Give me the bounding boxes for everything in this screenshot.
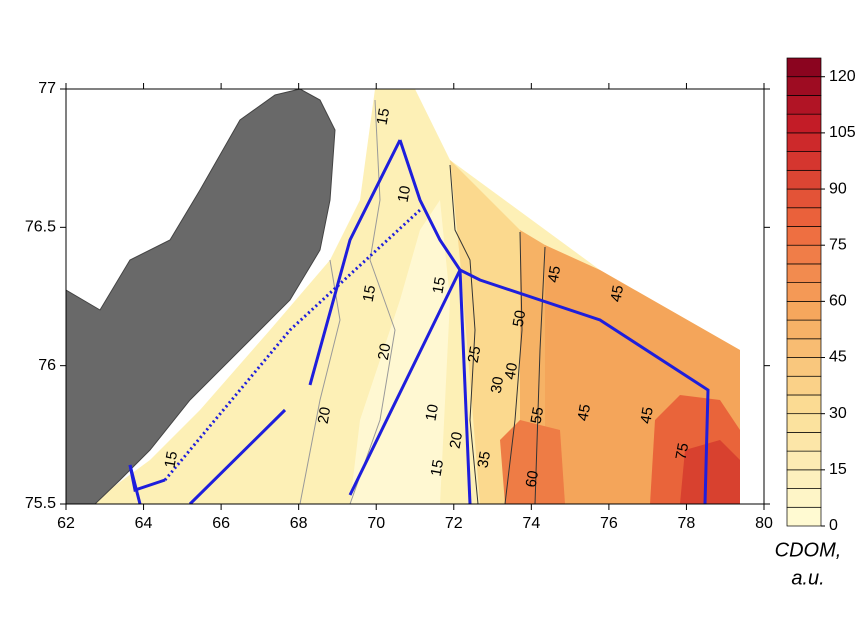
colorbar-band — [786, 413, 822, 433]
contour-label: 25 — [465, 345, 485, 364]
y-tick-label: 76.5 — [25, 219, 56, 236]
colorbar-band — [786, 506, 822, 527]
colorbar-band — [786, 95, 822, 115]
colorbar-band — [786, 188, 822, 209]
colorbar-band — [786, 132, 822, 152]
colorbar-band — [786, 226, 822, 246]
field — [450, 160, 520, 504]
colorbar-band — [786, 469, 822, 489]
colorbar-band — [786, 263, 822, 283]
contour-label: 15 — [428, 458, 448, 477]
contour-label: 40 — [502, 361, 522, 380]
colorbar-band — [786, 151, 822, 171]
contour-label: 20 — [447, 431, 467, 450]
contour-label: 15 — [429, 276, 449, 295]
contour-label: 35 — [474, 450, 494, 469]
y-tick-label: 76 — [38, 357, 56, 374]
contour-label: 15 — [162, 450, 182, 469]
colorbar-band — [786, 338, 822, 358]
ship-track — [128, 139, 710, 504]
contour-label: 15 — [374, 107, 394, 126]
contour-label: 10 — [395, 184, 415, 203]
land — [66, 89, 336, 504]
contour-label: 30 — [488, 375, 508, 394]
field — [500, 420, 565, 504]
colorbar-band — [786, 244, 822, 265]
x-tick-label: 68 — [290, 515, 308, 532]
plot-frame — [65, 88, 765, 505]
contour-label: 45 — [607, 284, 627, 303]
field — [350, 200, 450, 504]
colorbar-band — [786, 432, 822, 452]
x-tick-label: 70 — [367, 515, 385, 532]
contour-label: 20 — [315, 406, 335, 425]
contour-label: 10 — [422, 403, 442, 422]
y-tick-label: 75.5 — [25, 495, 56, 512]
colorbar-band — [786, 301, 822, 321]
colorbar-tick-label: 120 — [829, 68, 856, 85]
contour-label: 20 — [375, 342, 395, 361]
x-tick-label: 74 — [522, 515, 540, 532]
contour-label: 15 — [360, 284, 380, 303]
x-tick-label: 66 — [212, 515, 230, 532]
colorbar-band — [786, 488, 822, 508]
contour-label: 75 — [673, 442, 693, 461]
contour-label: 45 — [637, 406, 657, 425]
colorbar-band — [786, 169, 822, 190]
contour-label: 45 — [575, 403, 595, 422]
colorbar-band — [786, 357, 822, 377]
colorbar-tick-label: 0 — [829, 517, 838, 534]
colorbar-band — [786, 207, 822, 227]
colorbar-tick-label: 45 — [829, 349, 847, 366]
field — [680, 440, 740, 504]
colorbar-tick-label: 60 — [829, 293, 847, 310]
colorbar-tick-label: 90 — [829, 180, 847, 197]
map-field — [66, 89, 740, 504]
contour-label: 55 — [528, 406, 548, 425]
colorbar-tick-label: 15 — [829, 461, 847, 478]
x-tick-label: 64 — [135, 515, 153, 532]
colorbar-band — [786, 394, 822, 415]
x-tick-label: 80 — [755, 515, 773, 532]
x-tick-label: 78 — [678, 515, 696, 532]
colorbar-label: CDOM, — [775, 539, 842, 561]
contour-label: 60 — [523, 469, 543, 488]
x-tick-label: 62 — [57, 515, 75, 532]
y-tick-label: 77 — [38, 80, 56, 97]
x-tick-label: 72 — [445, 515, 463, 532]
colorbar-tick-label: 75 — [829, 236, 847, 253]
colorbar-band — [786, 375, 822, 396]
contour-label: 45 — [545, 265, 565, 284]
colorbar-band — [786, 282, 822, 302]
colorbar-tick-label: 105 — [829, 124, 856, 141]
colorbar-band — [786, 113, 822, 134]
colorbar-band — [786, 450, 822, 471]
colorbar-band — [786, 57, 822, 78]
colorbar-label: a.u. — [791, 567, 824, 589]
colorbar-band — [786, 76, 822, 96]
contour-label: 50 — [510, 309, 530, 328]
colorbar-tick-label: 30 — [829, 405, 847, 422]
colorbar-band — [786, 319, 822, 340]
x-tick-label: 76 — [600, 515, 618, 532]
